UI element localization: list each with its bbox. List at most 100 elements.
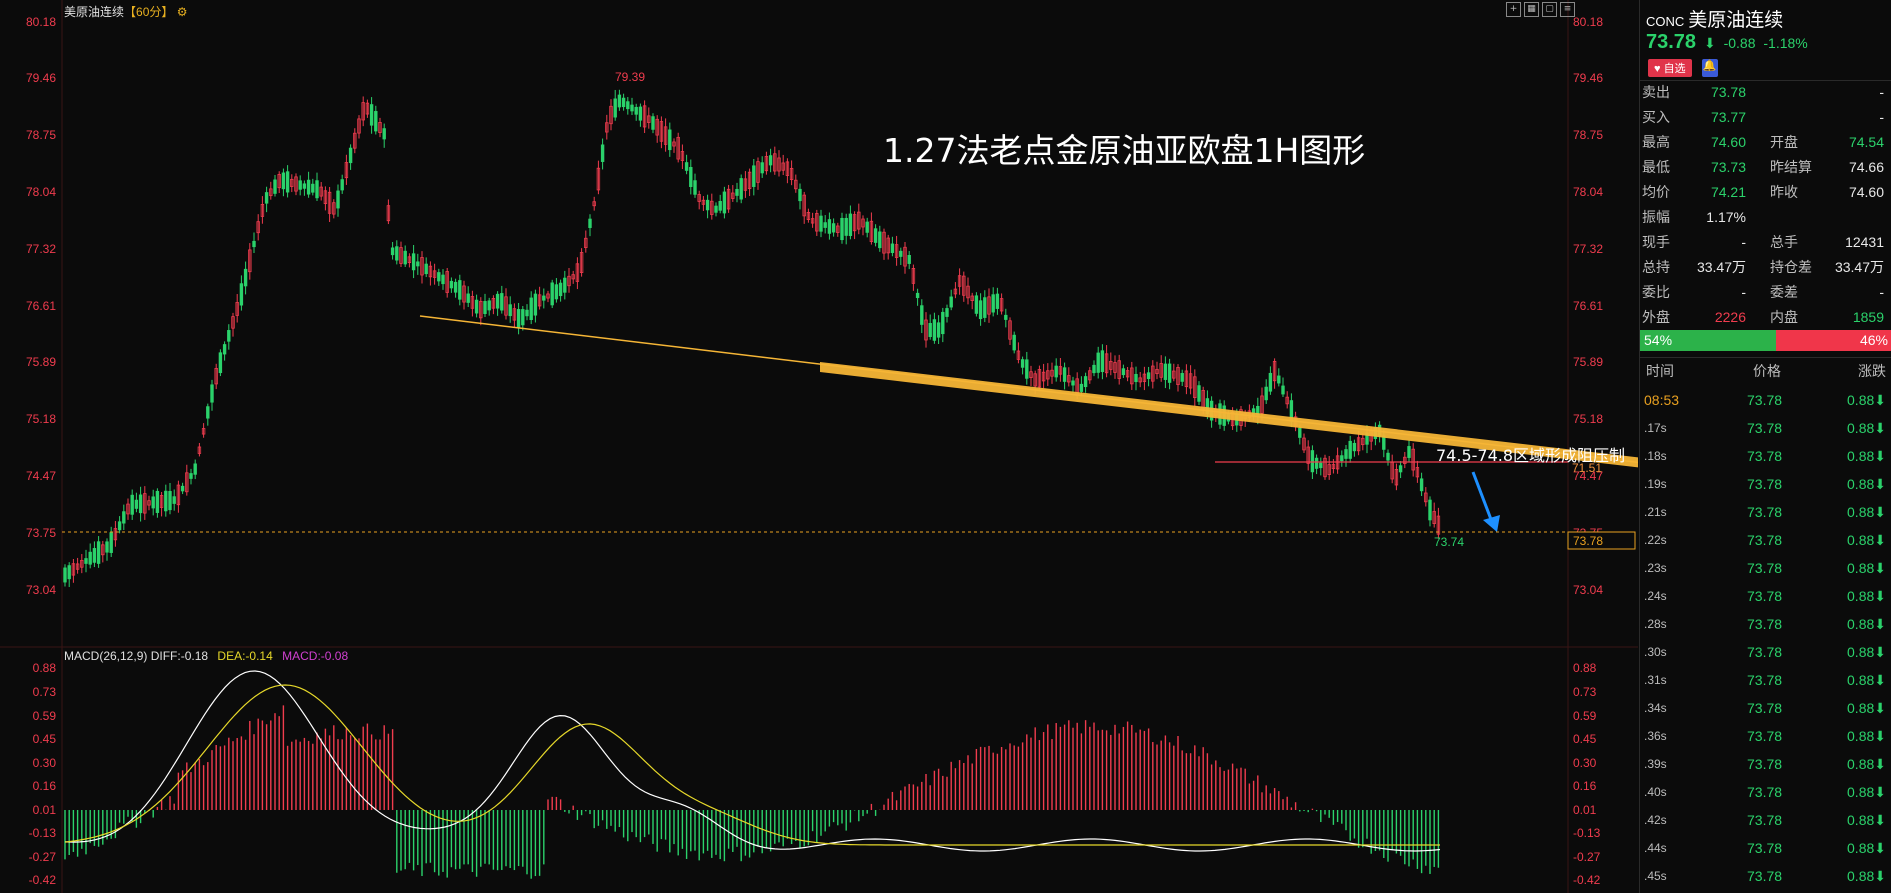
tick-row[interactable]: .22s 73.78 0.88⬇ — [1640, 526, 1891, 554]
candle-body — [315, 180, 319, 199]
candle-body — [479, 300, 483, 319]
tick-time: .21s — [1644, 505, 1667, 519]
macd-tick-left: -0.27 — [29, 850, 57, 864]
quote-label: 振幅 — [1642, 209, 1670, 225]
candlestick-chart[interactable]: 80.18 80.18 79.46 79.46 78.75 78.75 78.04 78.04… — [0, 0, 1638, 893]
last-price-tag-box — [1567, 531, 1636, 550]
tick-row[interactable]: .21s 73.78 0.88⬇ — [1640, 498, 1891, 526]
candle-body — [705, 199, 710, 211]
tick-row[interactable]: .18s 73.78 0.88⬇ — [1640, 442, 1891, 470]
candle-body — [508, 304, 512, 317]
candle-body — [777, 157, 781, 172]
macd-tick-left: 0.01 — [33, 803, 57, 817]
tick-row[interactable]: .28s 73.78 0.88⬇ — [1640, 610, 1891, 638]
candle-body — [836, 225, 840, 233]
candle-body — [1398, 465, 1403, 473]
candle-body — [1092, 364, 1096, 374]
tick-row[interactable]: .24s 73.78 0.88⬇ — [1640, 582, 1891, 610]
tick-price: 73.78 — [1747, 392, 1783, 408]
quote-value: - — [1741, 284, 1746, 300]
macd-tick-left: 0.30 — [33, 756, 57, 770]
candle-body — [449, 280, 454, 289]
tick-row[interactable]: .45s 73.78 0.88⬇ — [1640, 862, 1891, 890]
candle-body — [911, 267, 916, 284]
candle-body — [403, 250, 407, 265]
period-label[interactable]: 【60分】 — [124, 5, 174, 19]
candle-body — [1029, 371, 1033, 379]
quote-value: 74.66 — [1848, 159, 1884, 175]
candle-body — [113, 528, 118, 541]
macd-tick-left: 0.59 — [33, 709, 57, 723]
candle-body — [1134, 373, 1138, 383]
col-change: 涨跌 — [1858, 363, 1886, 379]
tick-row[interactable]: .30s 73.78 0.88⬇ — [1640, 638, 1891, 666]
price-tick-left: 74.47 — [26, 469, 56, 483]
gear-icon[interactable]: ⚙ — [176, 5, 188, 19]
tick-row[interactable]: .40s 73.78 0.88⬇ — [1640, 778, 1891, 806]
layout-icon[interactable]: ▦ — [1524, 2, 1539, 17]
candle-body — [67, 565, 71, 580]
tick-row[interactable]: .39s 73.78 0.88⬇ — [1640, 750, 1891, 778]
candle-body — [1382, 435, 1386, 450]
candle-body — [999, 298, 1004, 312]
candle-body — [957, 275, 962, 287]
quote-row: 总持 33.47万 持仓差 33.47万 — [1640, 255, 1891, 280]
quote-label: 昨结算 — [1770, 159, 1812, 175]
candle-body — [420, 257, 424, 276]
candle-body — [903, 246, 907, 267]
quote-value: 1859 — [1852, 309, 1884, 325]
macd-histogram — [64, 705, 1440, 879]
tick-time: .28s — [1644, 617, 1667, 631]
tick-row[interactable]: 08:53 73.78 0.88⬇ — [1640, 386, 1891, 414]
chart-toolbar: + ▦ ▢ ≡ — [1506, 2, 1575, 17]
price-change: -0.88 — [1723, 35, 1756, 51]
tick-change: 0.88⬇ — [1847, 532, 1886, 548]
tick-row[interactable]: .42s 73.78 0.88⬇ — [1640, 806, 1891, 834]
more-icon[interactable]: ≡ — [1560, 2, 1575, 17]
candle-body — [399, 247, 403, 264]
candle-body — [974, 295, 979, 314]
quote-label: 内盘 — [1770, 309, 1798, 325]
tick-row[interactable]: .44s 73.78 0.88⬇ — [1640, 834, 1891, 862]
chart-canvas[interactable]: 80.18 80.18 79.46 79.46 78.75 78.75 78.04 78.04… — [0, 0, 1638, 893]
last-price-tag: 73.78 — [1573, 534, 1603, 548]
tick-row[interactable]: .19s 73.78 0.88⬇ — [1640, 470, 1891, 498]
crosshair-icon[interactable]: + — [1506, 2, 1521, 17]
candle-body — [264, 192, 269, 204]
tick-row[interactable]: .36s 73.78 0.88⬇ — [1640, 722, 1891, 750]
candle-body — [323, 190, 328, 205]
quote-label: 卖出 — [1642, 84, 1670, 100]
price-tick-left: 76.61 — [26, 299, 56, 313]
tick-row[interactable]: .34s 73.78 0.88⬇ — [1640, 694, 1891, 722]
price-tick-right: 79.46 — [1573, 71, 1603, 85]
candle-body — [1142, 373, 1147, 382]
tick-price: 73.78 — [1747, 840, 1783, 856]
candle-body — [920, 305, 924, 325]
bell-icon[interactable]: 🔔 — [1701, 59, 1718, 77]
macd-dea: DEA:-0.14 — [217, 649, 273, 663]
last-price: 73.78 — [1646, 31, 1697, 53]
candle-body — [1424, 492, 1428, 503]
quote-value: 74.60 — [1710, 134, 1746, 150]
candle-body — [571, 274, 575, 280]
tick-row[interactable]: .17s 73.78 0.88⬇ — [1640, 414, 1891, 442]
quote-row: 卖出 73.78 - — [1640, 80, 1891, 105]
quote-label: 外盘 — [1642, 309, 1670, 325]
candle-body — [802, 194, 806, 217]
candle-body — [239, 283, 244, 306]
window-icon[interactable]: ▢ — [1542, 2, 1557, 17]
candle-body — [915, 292, 920, 299]
tick-price: 73.78 — [1747, 616, 1783, 632]
candle-body — [1314, 457, 1319, 469]
candle-body — [743, 178, 748, 191]
candle-body — [1033, 373, 1037, 387]
buy-ratio: 54% — [1640, 330, 1776, 351]
candle-body — [995, 293, 1000, 309]
tick-row[interactable]: .31s 73.78 0.88⬇ — [1640, 666, 1891, 694]
candle-body — [201, 428, 206, 435]
add-watchlist-button[interactable]: ♥ 自选 — [1648, 59, 1692, 77]
candle-body — [105, 541, 109, 553]
candle-body — [613, 98, 617, 118]
tick-row[interactable]: .23s 73.78 0.88⬇ — [1640, 554, 1891, 582]
candlesticks — [63, 89, 1441, 588]
